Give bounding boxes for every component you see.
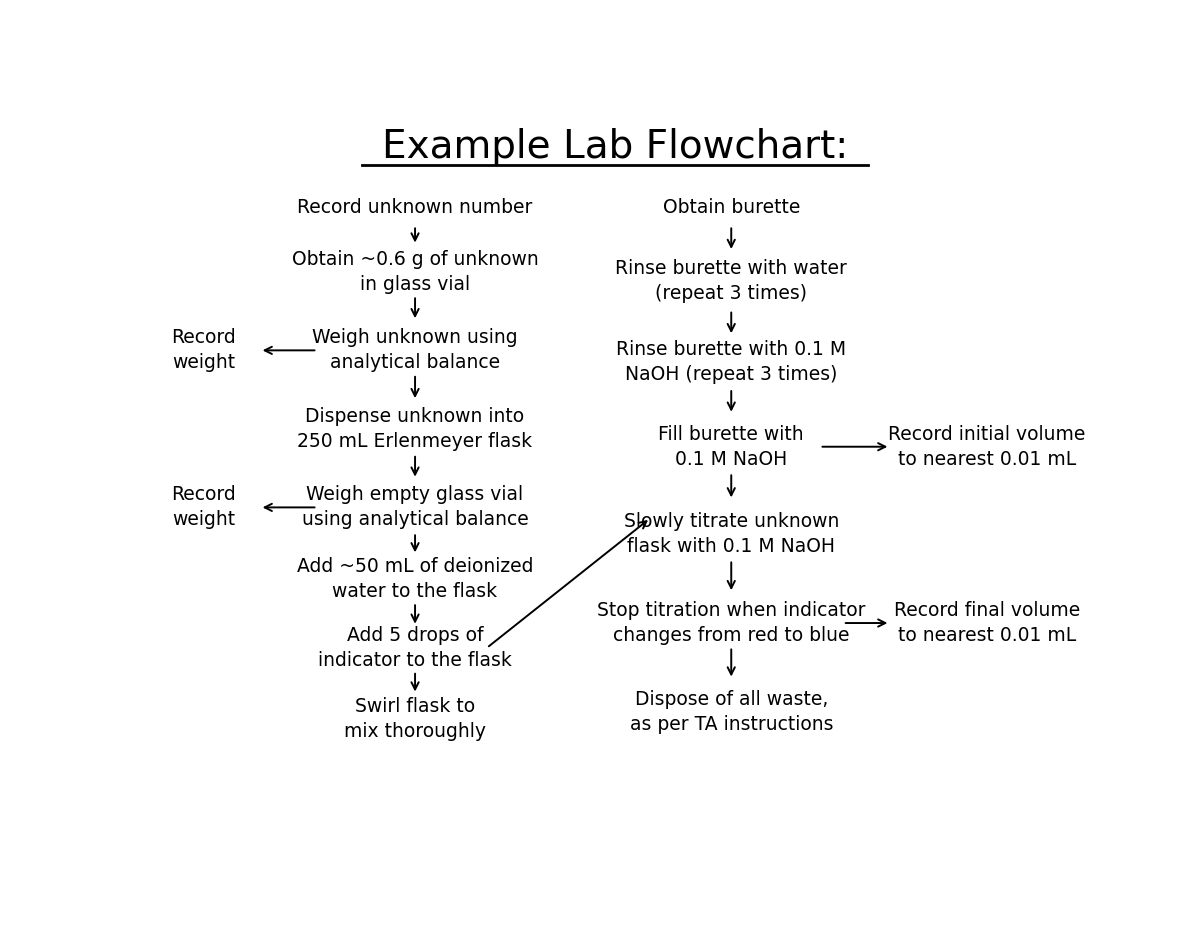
Text: Stop titration when indicator
changes from red to blue: Stop titration when indicator changes fr… <box>598 601 865 645</box>
Text: Add ~50 mL of deionized
water to the flask: Add ~50 mL of deionized water to the fla… <box>296 557 533 601</box>
Text: Record final volume
to nearest 0.01 mL: Record final volume to nearest 0.01 mL <box>894 601 1080 645</box>
Text: Example Lab Flowchart:: Example Lab Flowchart: <box>382 128 848 166</box>
Text: Fill burette with
0.1 M NaOH: Fill burette with 0.1 M NaOH <box>659 425 804 469</box>
Text: Record initial volume
to nearest 0.01 mL: Record initial volume to nearest 0.01 mL <box>888 425 1086 469</box>
Text: Dispense unknown into
250 mL Erlenmeyer flask: Dispense unknown into 250 mL Erlenmeyer … <box>298 407 533 451</box>
Text: Weigh empty glass vial
using analytical balance: Weigh empty glass vial using analytical … <box>301 486 528 529</box>
Text: Dispose of all waste,
as per TA instructions: Dispose of all waste, as per TA instruct… <box>630 691 833 734</box>
Text: Rinse burette with 0.1 M
NaOH (repeat 3 times): Rinse burette with 0.1 M NaOH (repeat 3 … <box>616 340 846 385</box>
Text: Swirl flask to
mix thoroughly: Swirl flask to mix thoroughly <box>344 697 486 742</box>
Text: Slowly titrate unknown
flask with 0.1 M NaOH: Slowly titrate unknown flask with 0.1 M … <box>624 512 839 556</box>
Text: Weigh unknown using
analytical balance: Weigh unknown using analytical balance <box>312 328 518 373</box>
Text: Rinse burette with water
(repeat 3 times): Rinse burette with water (repeat 3 times… <box>616 260 847 303</box>
Text: Record unknown number: Record unknown number <box>298 198 533 217</box>
Text: Record
weight: Record weight <box>172 486 236 529</box>
Text: Obtain ~0.6 g of unknown
in glass vial: Obtain ~0.6 g of unknown in glass vial <box>292 250 539 294</box>
Text: Record
weight: Record weight <box>172 328 236 373</box>
Text: Obtain burette: Obtain burette <box>662 198 800 217</box>
Text: Add 5 drops of
indicator to the flask: Add 5 drops of indicator to the flask <box>318 626 512 670</box>
